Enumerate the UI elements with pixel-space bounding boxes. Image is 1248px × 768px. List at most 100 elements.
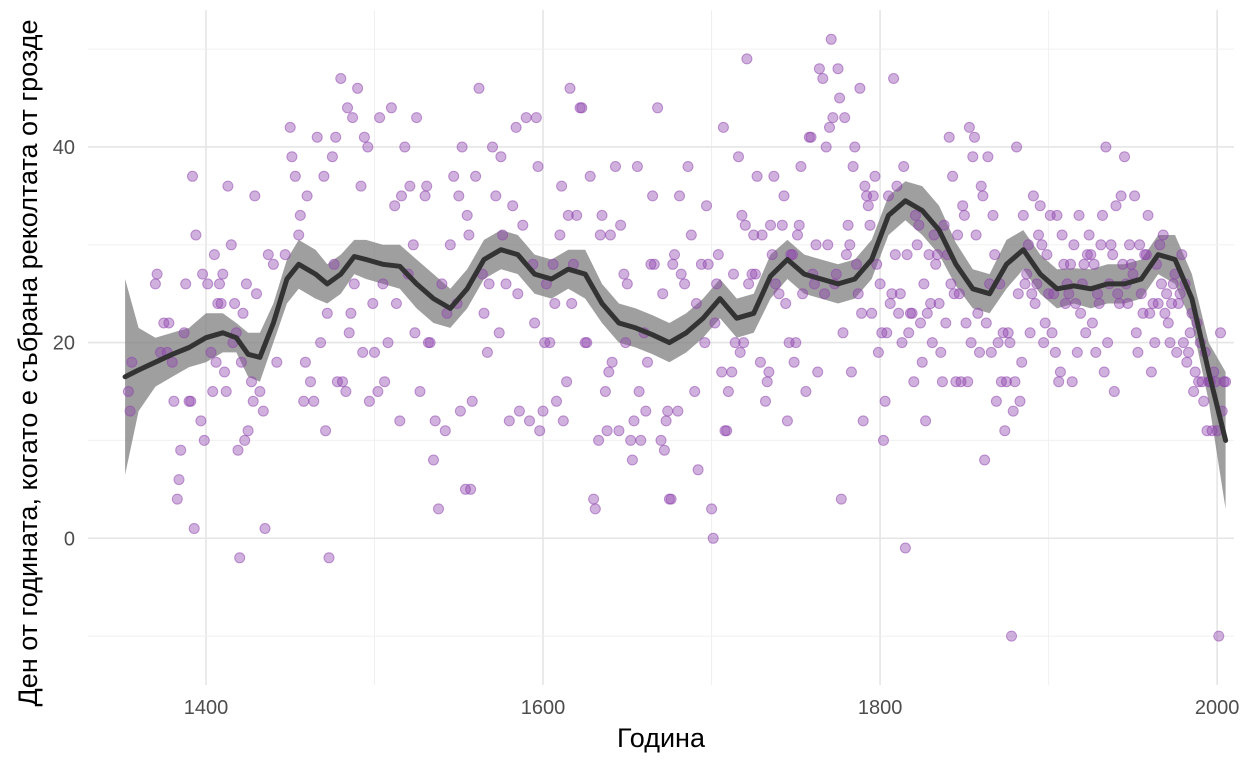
scatter-point	[1016, 356, 1028, 368]
scatter-point	[382, 337, 394, 349]
scatter-point	[733, 151, 744, 163]
x-axis-title: Година	[617, 723, 706, 753]
scatter-point	[166, 356, 178, 368]
scatter-point	[347, 112, 359, 124]
scatter-point	[640, 405, 652, 417]
scatter-point	[547, 258, 559, 270]
scatter-point	[707, 532, 719, 544]
scatter-point	[1036, 239, 1048, 251]
scatter-point	[246, 376, 257, 388]
scatter-point	[795, 161, 807, 172]
scatter-point	[584, 170, 596, 182]
scatter-point	[1095, 239, 1107, 251]
scatter-point	[920, 415, 932, 427]
scatter-point	[1115, 190, 1127, 202]
scatter-point	[1181, 356, 1193, 368]
scatter-point	[822, 239, 834, 251]
scatter-point	[674, 190, 685, 202]
scatter-point	[439, 425, 451, 437]
scatter-point	[935, 346, 947, 358]
scatter-point	[1049, 346, 1061, 358]
scatter-point	[1012, 288, 1024, 300]
scatter-point	[293, 229, 305, 241]
scatter-point	[812, 366, 824, 378]
scatter-point	[908, 376, 920, 388]
scatter-point	[953, 288, 965, 300]
scatter-point	[621, 278, 633, 290]
scatter-point	[576, 102, 588, 114]
scatter-point	[672, 405, 684, 417]
scatter-point	[249, 190, 261, 202]
scatter-point	[1075, 307, 1087, 319]
scatter-point	[566, 298, 578, 309]
scatter-point	[163, 317, 175, 329]
scatter-point	[424, 337, 436, 349]
scatter-point	[963, 121, 975, 133]
scatter-point	[1107, 249, 1119, 261]
scatter-point	[294, 209, 306, 221]
scatter-point	[685, 229, 697, 241]
scatter-point	[544, 337, 556, 349]
scatter-point	[348, 278, 360, 290]
scatter-point	[1127, 268, 1139, 280]
scatter-point	[202, 278, 214, 290]
scatter-point	[497, 229, 509, 241]
scatter-point	[185, 395, 197, 407]
scatter-point	[990, 395, 1002, 407]
scatter-point	[652, 102, 664, 114]
scatter-point	[738, 337, 750, 349]
scatter-point	[899, 542, 911, 554]
scatter-point	[448, 170, 460, 182]
scatter-point	[483, 278, 495, 290]
scatter-point	[562, 209, 574, 221]
scatter-point	[279, 249, 291, 261]
scatter-point	[589, 503, 601, 515]
x-tick-labels: 1400 1600 1800 2000	[184, 697, 1240, 719]
scatter-point	[581, 337, 593, 349]
scatter-point	[613, 425, 625, 437]
scatter-point	[554, 229, 566, 241]
scatter-point	[225, 239, 237, 251]
scatter-point	[901, 249, 913, 261]
scatter-point	[247, 395, 259, 407]
scatter-point	[175, 444, 187, 456]
scatter-point	[716, 366, 728, 378]
scatter-point	[884, 298, 896, 309]
scatter-point	[881, 327, 893, 339]
scatter-point	[1024, 327, 1036, 339]
scatter-point	[819, 288, 830, 300]
scatter-point	[207, 386, 219, 397]
scatter-point	[699, 337, 711, 349]
scatter-point	[1081, 249, 1093, 261]
scatter-point	[1100, 141, 1112, 153]
scatter-point	[974, 346, 985, 358]
scatter-point	[1071, 346, 1083, 358]
scatter-point	[234, 552, 246, 564]
scatter-point	[197, 268, 209, 280]
scatter-point	[1130, 327, 1142, 339]
scatter-point	[960, 317, 972, 329]
scatter-point	[593, 434, 605, 446]
scatter-point	[748, 229, 760, 241]
scatter-point	[810, 239, 822, 251]
scatter-point	[232, 444, 244, 456]
scatter-point	[857, 415, 869, 427]
scatter-point	[367, 298, 379, 309]
scatter-point	[1034, 200, 1046, 212]
y-tick-label: 0	[64, 528, 75, 550]
scatter-point	[419, 190, 431, 202]
scatter-point	[1070, 298, 1082, 309]
scatter-point	[1080, 327, 1092, 339]
scatter-point	[879, 395, 891, 407]
scatter-point	[549, 298, 561, 309]
scatter-point	[765, 219, 776, 231]
scatter-point	[701, 200, 712, 212]
scatter-point	[190, 229, 202, 241]
scatter-point	[805, 131, 817, 143]
scatter-point	[1183, 346, 1194, 358]
scatter-point	[655, 434, 667, 446]
scatter-point	[1161, 288, 1173, 300]
scatter-point	[478, 307, 490, 319]
scatter-point	[844, 239, 856, 251]
scatter-point	[321, 307, 333, 319]
